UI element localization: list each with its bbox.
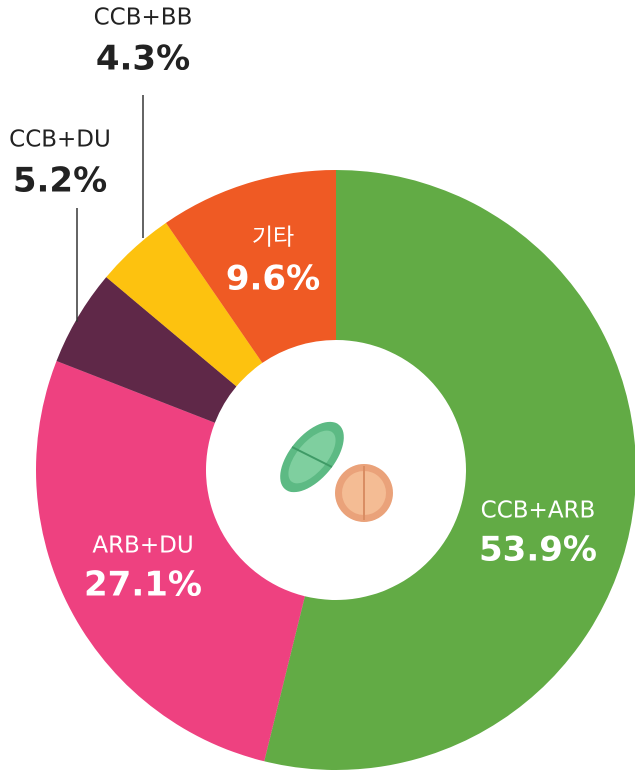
slice-value-label: 53.9% xyxy=(479,530,597,570)
donut-slice xyxy=(106,222,263,387)
slice-label: ARB+DU xyxy=(92,533,193,559)
donut-slice xyxy=(264,170,635,770)
pill-icons xyxy=(280,421,393,522)
slice-label: 기타 xyxy=(252,225,294,251)
slice-label: CCB+BB xyxy=(94,5,193,31)
donut-slice xyxy=(56,277,237,423)
slice-value-label: 9.6% xyxy=(226,259,320,299)
slice-label: CCB+DU xyxy=(9,127,111,153)
slice-value-label: 5.2% xyxy=(13,161,107,201)
slice-value-label: 27.1% xyxy=(84,565,202,605)
donut-slice xyxy=(165,170,336,363)
slice-label: CCB+ARB xyxy=(481,498,596,524)
slice-value-label: 4.3% xyxy=(96,39,190,79)
donut-slice xyxy=(36,360,305,762)
